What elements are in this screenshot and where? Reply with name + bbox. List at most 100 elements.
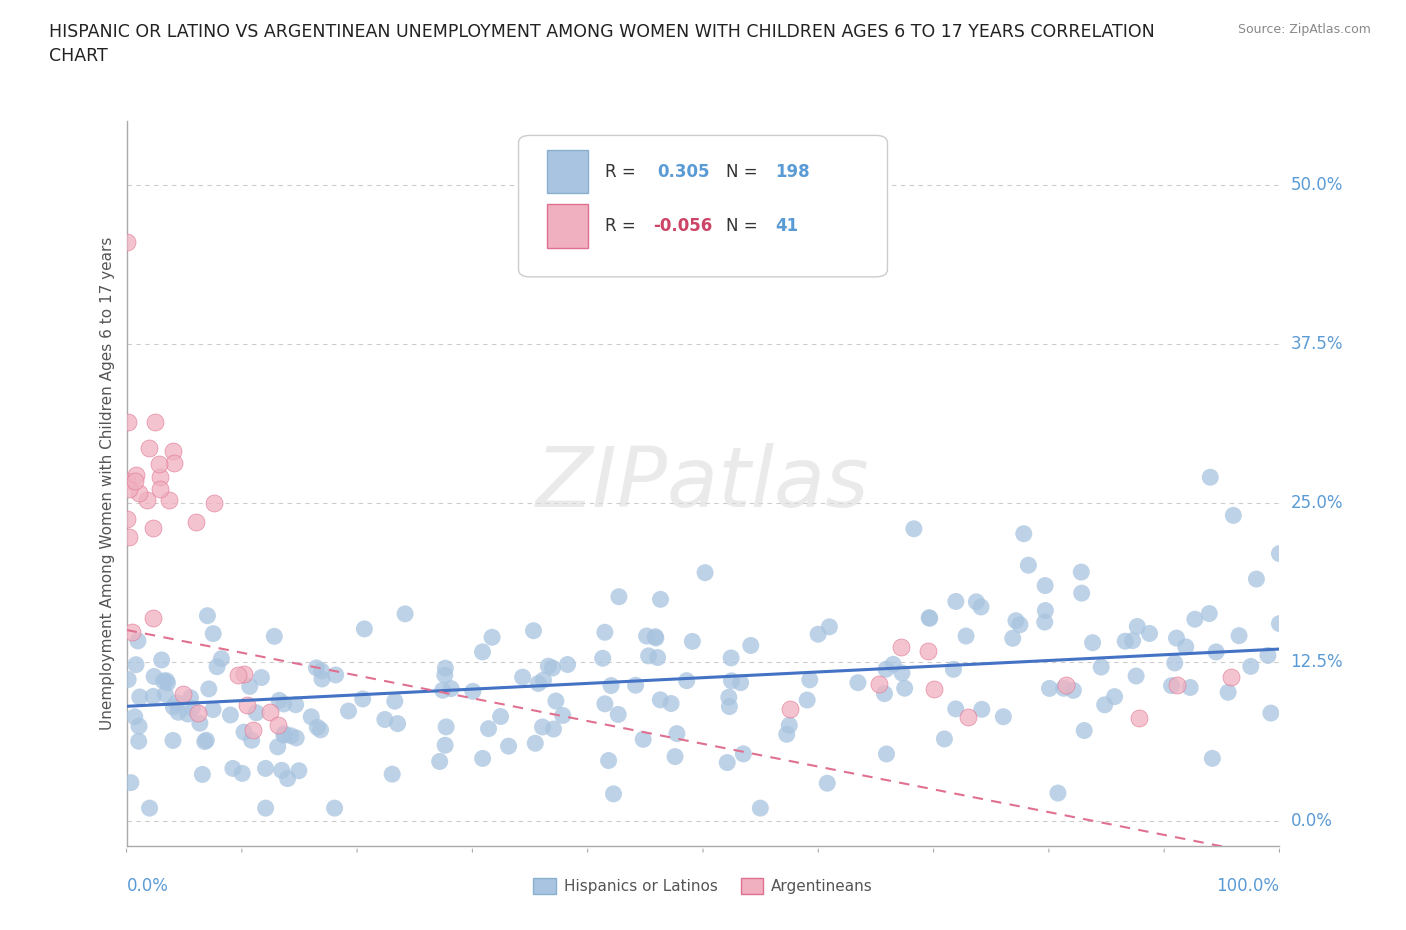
Point [1216, 684, 1239, 699]
Point [796, 693, 818, 708]
Point [891, 666, 914, 681]
Point [309, 723, 332, 737]
Point [778, 718, 800, 733]
Point [1246, 572, 1268, 587]
Point [233, 724, 256, 739]
Point [957, 710, 980, 724]
Point [433, 668, 456, 683]
Point [240, 733, 263, 748]
Point [150, 653, 173, 668]
Point [807, 627, 830, 642]
Text: N =: N = [725, 163, 763, 180]
Point [156, 675, 179, 690]
Point [522, 623, 544, 638]
Point [717, 690, 740, 705]
Point [128, 485, 150, 500]
Point [776, 727, 799, 742]
Point [226, 668, 249, 683]
Point [197, 608, 219, 623]
Point [142, 611, 165, 626]
Point [1166, 631, 1188, 645]
Point [1038, 681, 1060, 696]
Point [155, 687, 177, 702]
Point [1139, 626, 1161, 641]
Point [498, 738, 520, 753]
Point [1005, 613, 1028, 628]
Point [323, 801, 346, 816]
Point [868, 676, 890, 691]
Point [157, 493, 180, 508]
Point [544, 694, 567, 709]
Point [117, 530, 139, 545]
Point [1053, 681, 1076, 696]
Point [115, 473, 138, 488]
Point [1222, 508, 1244, 523]
Point [242, 723, 264, 737]
Point [749, 801, 772, 816]
Point [236, 698, 259, 712]
Point [1070, 586, 1092, 601]
Point [512, 670, 534, 684]
Point [311, 671, 333, 686]
Point [440, 681, 463, 696]
Point [533, 672, 555, 687]
Point [121, 624, 143, 639]
Point [1268, 617, 1291, 631]
Point [184, 514, 207, 529]
Text: 0.305: 0.305 [657, 163, 710, 180]
Point [551, 708, 574, 723]
Point [429, 754, 451, 769]
Point [531, 720, 554, 735]
Point [239, 679, 262, 694]
Point [259, 705, 281, 720]
Point [148, 482, 170, 497]
Point [1268, 546, 1291, 561]
Point [263, 629, 285, 644]
Point [1160, 678, 1182, 693]
Point [693, 565, 716, 580]
Point [873, 686, 896, 701]
Point [194, 734, 217, 749]
Point [647, 650, 669, 665]
Point [273, 726, 295, 741]
Point [288, 764, 311, 778]
Point [135, 493, 157, 508]
Point [149, 470, 172, 485]
Point [631, 732, 654, 747]
Point [598, 753, 620, 768]
Point [305, 660, 328, 675]
Point [903, 522, 925, 537]
FancyBboxPatch shape [519, 136, 887, 277]
Point [118, 482, 141, 497]
Point [353, 621, 375, 636]
Text: ZIPatlas: ZIPatlas [536, 443, 870, 525]
Point [602, 787, 624, 802]
Point [124, 473, 146, 488]
Point [1205, 644, 1227, 659]
Point [277, 771, 299, 786]
Point [593, 697, 616, 711]
Point [267, 739, 290, 754]
Point [1125, 669, 1147, 684]
Point [387, 716, 409, 731]
Point [489, 709, 512, 724]
Point [799, 672, 821, 687]
Point [1062, 683, 1084, 698]
Point [882, 657, 904, 671]
Point [143, 415, 166, 430]
Point [273, 697, 295, 711]
Point [1012, 526, 1035, 541]
Point [352, 692, 374, 707]
Point [307, 720, 329, 735]
Point [733, 747, 755, 762]
Point [1201, 751, 1223, 765]
Point [890, 640, 912, 655]
Point [934, 732, 956, 747]
Point [162, 444, 184, 458]
Point [942, 662, 965, 677]
Point [730, 675, 752, 690]
Point [593, 625, 616, 640]
Point [155, 673, 177, 688]
Point [125, 658, 148, 672]
Point [970, 600, 993, 615]
